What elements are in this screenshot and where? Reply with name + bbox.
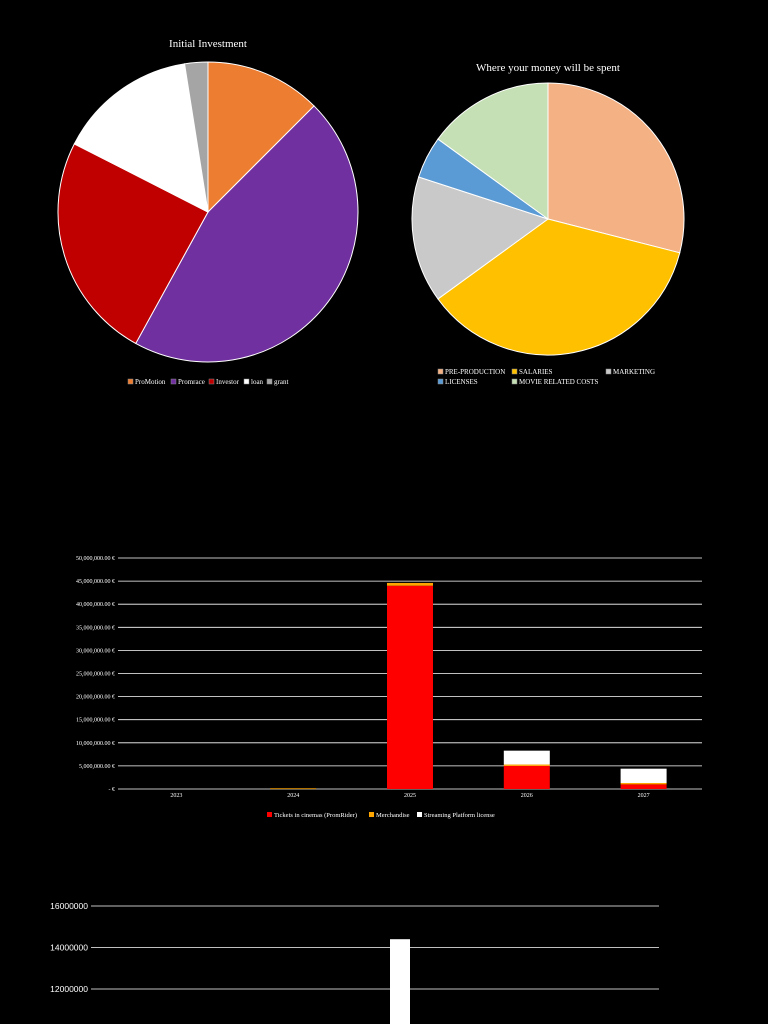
- pie1-legend-swatch-investor: [208, 378, 215, 385]
- pie1-slice-investor: [57, 143, 209, 345]
- pie2-slice-marketing: [411, 176, 550, 300]
- bar1-y-tick-label: 35,000,000.00 €: [76, 625, 115, 631]
- pie1-slice-loan: [73, 63, 209, 213]
- bar1-legend-label-merchandise: Merchandise: [376, 812, 410, 819]
- bar1-legend-swatch-tickets-in-cinemas-promrider: [267, 812, 272, 817]
- pie2-slice-movie-related-costs: [437, 82, 549, 220]
- bar1-legend-label-tickets-in-cinemas-promrider: Tickets in cinemas (PromRider): [274, 812, 357, 819]
- pie2-legend-swatch-licenses: [437, 378, 444, 385]
- bar1-y-tick-label: 20,000,000.00 €: [76, 695, 115, 701]
- bar1-y-tick-label: 25,000,000.00 €: [76, 672, 115, 678]
- bar1-merchandise-2024: [270, 788, 317, 790]
- bar1-legend-swatch-streaming-platform-license: [417, 812, 422, 817]
- bar1-y-tick-label: 5,000,000.00 €: [79, 764, 115, 770]
- bar1-x-label-2025: 2025: [404, 793, 416, 799]
- bar1-y-tick-label: - €: [109, 787, 116, 793]
- bar1-merchandise-2026: [503, 764, 550, 766]
- pie1-legend-swatch-loan: [243, 378, 250, 385]
- pie2-legend-label-pre-production: PRE-PRODUCTION: [445, 368, 505, 376]
- pie1-legend-label-loan: loan: [251, 378, 264, 386]
- pie1-legend-swatch-promotion: [127, 378, 134, 385]
- bar1-legend-swatch-merchandise: [369, 812, 374, 817]
- pie2-legend-label-salaries: SALARIES: [519, 368, 553, 376]
- pie1-legend-label-grant: grant: [274, 378, 288, 386]
- pie1-legend-swatch-grant: [266, 378, 273, 385]
- pie2-legend-swatch-salaries: [511, 368, 518, 375]
- pie1-slice-grant: [183, 61, 209, 213]
- bar1-merchandise-2027: [620, 782, 667, 785]
- partial-bar-chart: 12000000 14000000 16000000: [50, 901, 659, 1024]
- pie1-legend-swatch-promrace: [170, 378, 177, 385]
- bar2-y-tick-label: 12000000: [50, 984, 88, 994]
- bar1-y-tick-label: 10,000,000.00 €: [76, 741, 115, 747]
- pie1-legend-label-promrace: Promrace: [178, 378, 205, 386]
- bar1-y-tick-label: 40,000,000.00 €: [76, 602, 115, 608]
- bar1-legend-label-streaming-platform-license: Streaming Platform license: [424, 812, 495, 819]
- bar1-streaming-platform-license-2027: [620, 768, 667, 783]
- bar2-y-tick-label: 16000000: [50, 901, 88, 911]
- pie2-legend-label-marketing: MARKETING: [613, 368, 655, 376]
- pie1-title: Initial Investment: [169, 38, 247, 50]
- bar1-x-label-2026: 2026: [521, 793, 533, 799]
- pie2-slice-pre-production: [547, 82, 685, 254]
- pie2-legend-swatch-marketing: [605, 368, 612, 375]
- pie1-slice-promotion: [207, 61, 315, 214]
- pie1-slice-promrace: [135, 105, 359, 363]
- revenue-stacked-bar-chart: - € 5,000,000.00 € 10,000,000.00 € 15,000,0…: [76, 556, 702, 819]
- pie2-legend-swatch-movie-related-costs: [511, 378, 518, 385]
- bar1-y-tick-label: 50,000,000.00 €: [76, 556, 115, 562]
- bar1-tickets-in-cinemas-promrider-2026: [503, 765, 550, 789]
- bar1-tickets-in-cinemas-promrider-2025: [387, 585, 433, 789]
- bar1-x-label-2024: 2024: [287, 793, 299, 799]
- initial-investment-pie-chart: Initial Investment ProMotion Promrace Inve…: [57, 38, 359, 386]
- pie1-legend-label-promotion: ProMotion: [135, 378, 166, 386]
- pie2-legend-swatch-pre-production: [437, 368, 444, 375]
- bar1-tickets-in-cinemas-promrider-2027: [620, 784, 667, 789]
- pie2-slice-salaries: [437, 218, 681, 356]
- bar1-streaming-platform-license-2026: [503, 750, 550, 765]
- bar1-merchandise-2025: [387, 582, 433, 586]
- bar1-y-tick-label: 30,000,000.00 €: [76, 648, 115, 654]
- bar1-x-label-2027: 2027: [638, 793, 650, 799]
- bar2-bar: [390, 939, 410, 1024]
- pie2-title: Where your money will be spent: [476, 62, 620, 74]
- pie1-legend-label-investor: Investor: [216, 378, 240, 386]
- money-spent-pie-chart: Where your money will be spent PRE-PRODU…: [411, 62, 685, 386]
- bar1-y-tick-label: 45,000,000.00 €: [76, 579, 115, 585]
- pie2-legend-label-licenses: LICENSES: [445, 378, 478, 386]
- bar2-y-tick-label: 14000000: [50, 943, 88, 953]
- bar1-x-label-2023: 2023: [170, 793, 182, 799]
- bar1-y-tick-label: 15,000,000.00 €: [76, 718, 115, 724]
- pie2-legend-label-movie-related-costs: MOVIE RELATED COSTS: [519, 378, 598, 386]
